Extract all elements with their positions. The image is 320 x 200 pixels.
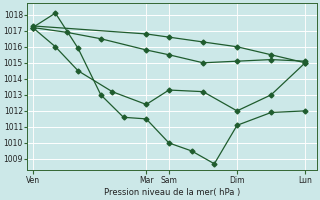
X-axis label: Pression niveau de la mer( hPa ): Pression niveau de la mer( hPa ) <box>104 188 240 197</box>
